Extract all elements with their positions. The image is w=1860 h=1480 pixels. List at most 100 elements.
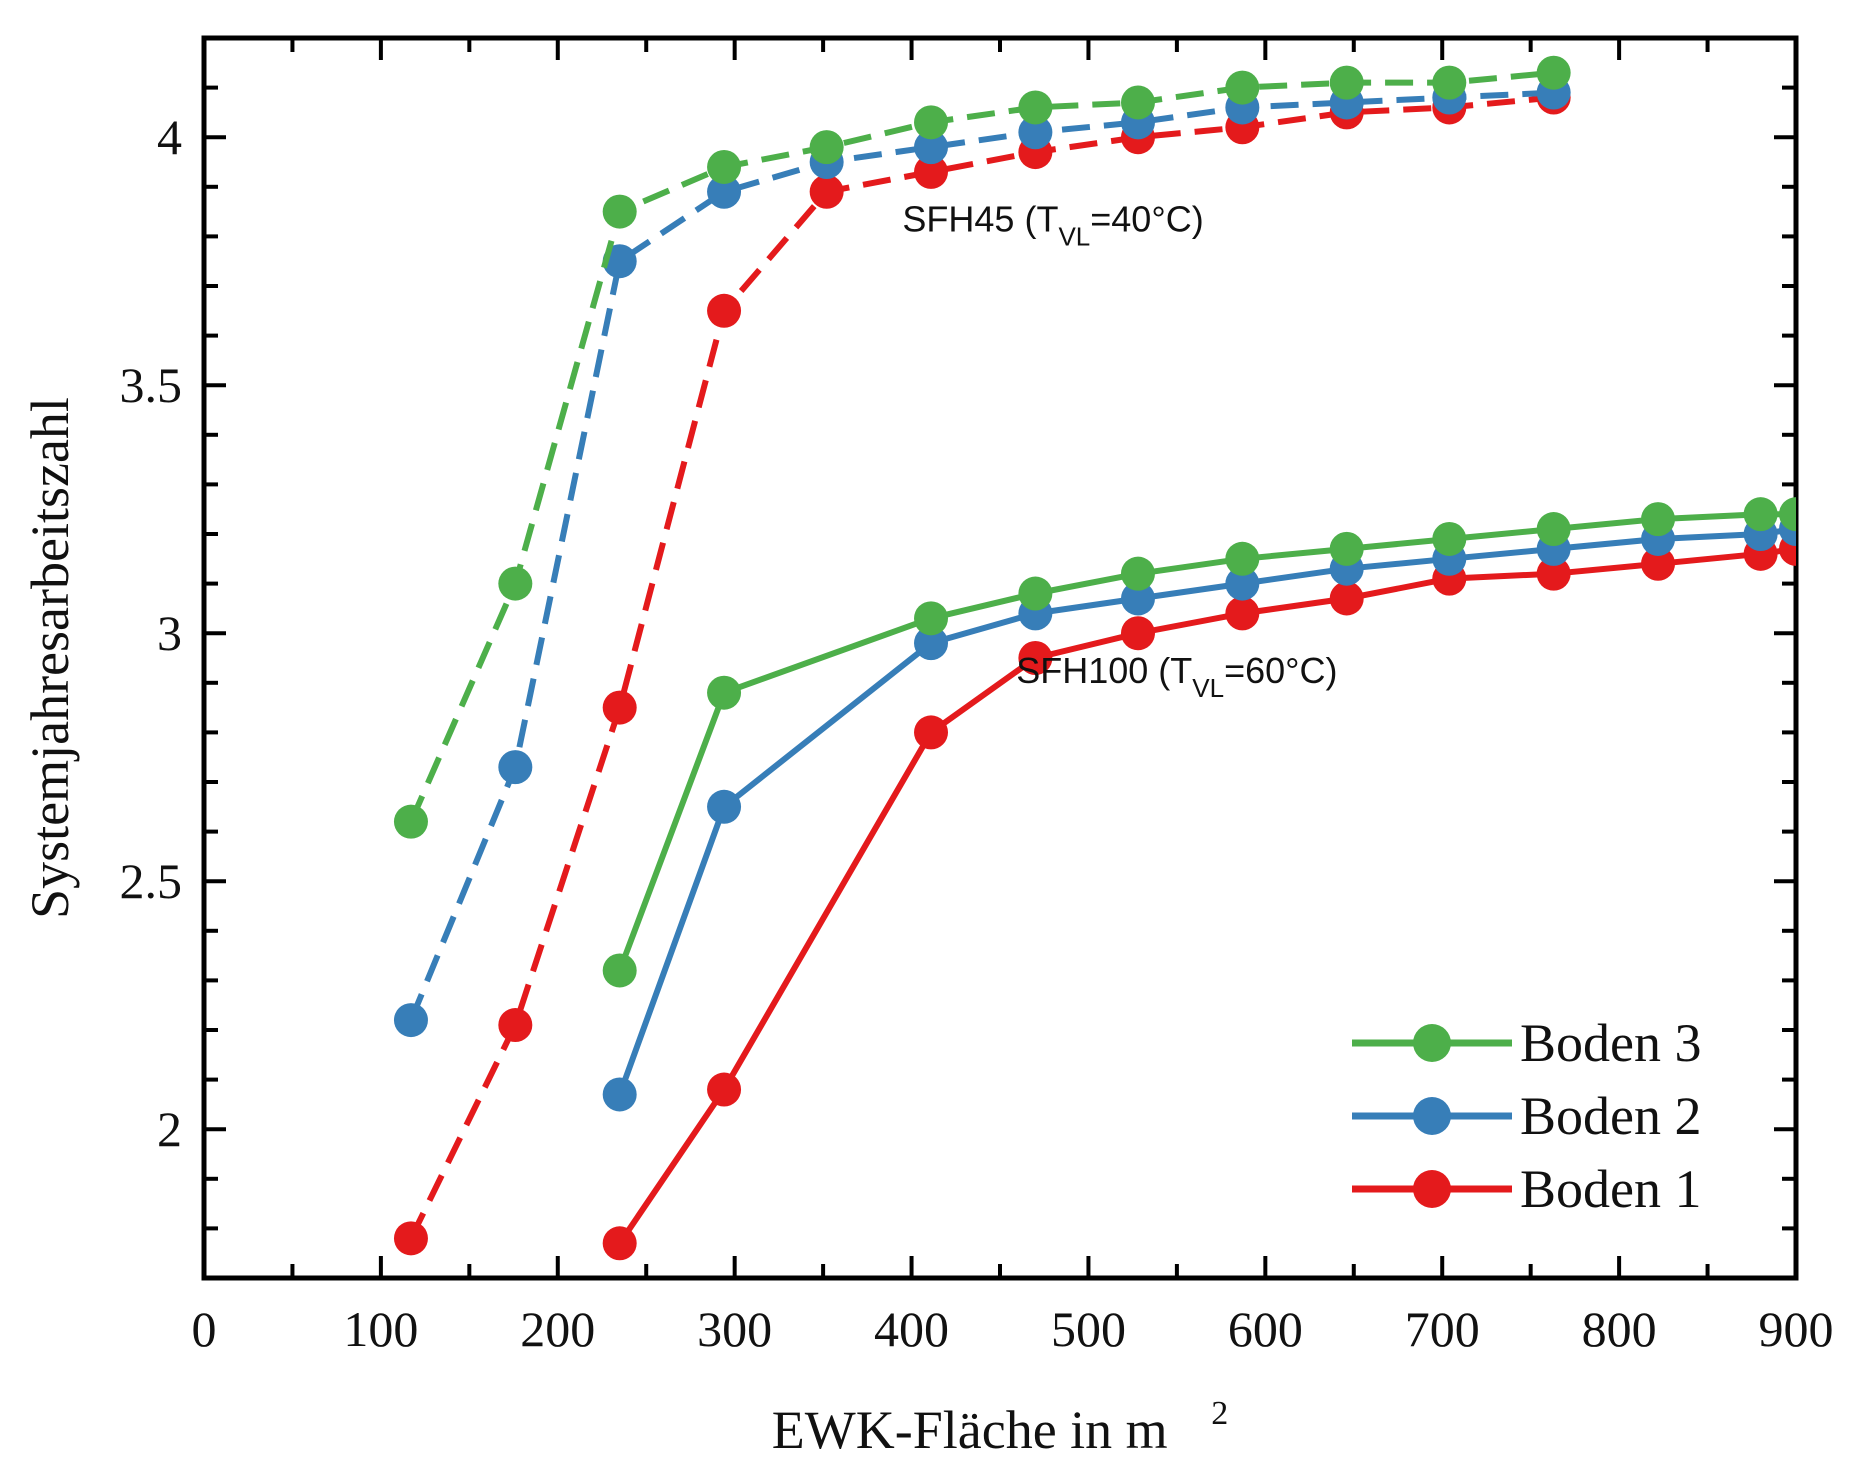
y-tick-label: 2 — [157, 1101, 182, 1157]
annotation-subscript: VL — [1058, 221, 1090, 251]
data-point — [1743, 497, 1778, 532]
annotation-main: SFH45 (T — [902, 198, 1058, 239]
x-tick-label: 500 — [1051, 1301, 1126, 1357]
series-line-sfh100-boden-3 — [616, 511, 1796, 972]
legend-marker — [1413, 1097, 1451, 1135]
series-line-sfh45-boden-2 — [408, 89, 1554, 1022]
data-point — [1779, 497, 1796, 532]
x-tick-label: 200 — [520, 1301, 595, 1357]
data-point — [914, 626, 949, 661]
data-point — [707, 1072, 742, 1107]
data-point — [1329, 65, 1364, 100]
annotation-main: SFH100 (T — [1016, 650, 1192, 691]
annotation-rest: =60°C) — [1224, 650, 1337, 691]
legend-entry-boden-3: Boden 3 — [1352, 1013, 1702, 1073]
data-point — [707, 675, 742, 710]
data-point — [393, 804, 428, 839]
y-tick-label: 3 — [157, 605, 182, 661]
data-point — [1641, 546, 1676, 581]
data-point — [1536, 556, 1571, 591]
data-point — [914, 130, 949, 165]
y-tick-label: 3.5 — [120, 357, 183, 413]
data-point — [1329, 531, 1364, 566]
series-sfh45-boden-3 — [393, 55, 1571, 839]
legend-label: Boden 3 — [1520, 1013, 1702, 1073]
series-line-sfh45-boden-3 — [408, 69, 1554, 823]
series-line-sfh100-boden-2 — [616, 526, 1796, 1096]
y-tick-label: 4 — [157, 109, 182, 165]
series-sfh100-boden-3 — [602, 497, 1796, 988]
annotation-1: SFH100 (TVL=60°C) — [1016, 650, 1337, 703]
y-tick-label: 2.5 — [120, 853, 183, 909]
data-point — [1225, 70, 1260, 105]
data-point — [393, 1221, 428, 1256]
x-tick-label: 400 — [874, 1301, 949, 1357]
legend-entry-boden-1: Boden 1 — [1352, 1159, 1702, 1219]
data-point — [393, 1003, 428, 1038]
data-point — [498, 1008, 533, 1043]
x-tick-label: 100 — [343, 1301, 418, 1357]
x-axis-title: EWK-Fläche in m 2 — [772, 1395, 1228, 1460]
legend-label: Boden 1 — [1520, 1159, 1702, 1219]
data-point — [1018, 90, 1053, 125]
series-line-sfh100-boden-1 — [617, 545, 1796, 1245]
data-point — [1120, 581, 1155, 616]
data-point — [1018, 641, 1053, 675]
x-axis-title-text: EWK-Fläche in m — [772, 1400, 1168, 1460]
data-point — [1536, 55, 1571, 90]
legend: Boden 3 Boden 2 Boden 1 — [1352, 1013, 1702, 1219]
annotations: SFH45 (TVL=40°C)SFH100 (TVL=60°C) — [902, 198, 1337, 702]
x-tick-label: 700 — [1405, 1301, 1480, 1357]
data-point — [1329, 581, 1364, 616]
data-point — [809, 174, 844, 209]
data-point — [1225, 596, 1260, 631]
x-tick-label: 300 — [697, 1301, 772, 1357]
series-layer — [393, 55, 1796, 1261]
data-point — [1120, 556, 1155, 591]
data-point — [1120, 85, 1155, 120]
legend-label: Boden 2 — [1520, 1086, 1702, 1146]
data-point — [1225, 566, 1260, 601]
legend-marker — [1413, 1170, 1451, 1208]
data-point — [914, 154, 949, 189]
data-point — [707, 789, 742, 824]
data-point — [1120, 616, 1155, 651]
data-point — [1225, 541, 1260, 576]
data-point — [914, 601, 949, 636]
series-sfh100-boden-1 — [602, 531, 1796, 1261]
annotation-subscript: VL — [1192, 673, 1224, 703]
x-tick-label: 800 — [1582, 1301, 1657, 1357]
x-tick-label: 0 — [192, 1301, 217, 1357]
annotation-rest: =40°C) — [1090, 198, 1203, 239]
data-point — [498, 750, 533, 785]
legend-marker — [1413, 1024, 1451, 1062]
data-point — [498, 566, 533, 601]
data-point — [602, 953, 637, 988]
data-point — [914, 715, 949, 750]
y-axis: 2 2.5 3 3.5 4 — [120, 36, 1796, 1280]
data-point — [707, 149, 742, 184]
x-axis-title-superscript: 2 — [1211, 1395, 1228, 1432]
data-point — [707, 174, 742, 209]
data-point — [1018, 115, 1053, 150]
data-point — [1432, 521, 1467, 556]
data-point — [1641, 502, 1676, 537]
data-point — [1536, 512, 1571, 547]
data-point — [707, 293, 742, 328]
data-point — [602, 194, 637, 229]
legend-entry-boden-2: Boden 2 — [1352, 1086, 1702, 1146]
series-sfh45-boden-1 — [393, 80, 1571, 1256]
annotation-0: SFH45 (TVL=40°C) — [902, 198, 1203, 251]
data-point — [809, 130, 844, 165]
x-axis: 0 100 200 300 400 500 600 700 800 900 — [192, 38, 1834, 1357]
data-point — [914, 105, 949, 140]
data-point — [602, 1226, 637, 1261]
data-point — [602, 1077, 637, 1112]
series-line-sfh45-boden-1 — [408, 94, 1554, 1240]
x-tick-label: 600 — [1228, 1301, 1303, 1357]
data-point — [602, 690, 637, 725]
data-point — [1018, 576, 1053, 611]
y-axis-title: Systemjahresarbeitszahl — [20, 397, 80, 919]
data-point — [1432, 65, 1467, 100]
